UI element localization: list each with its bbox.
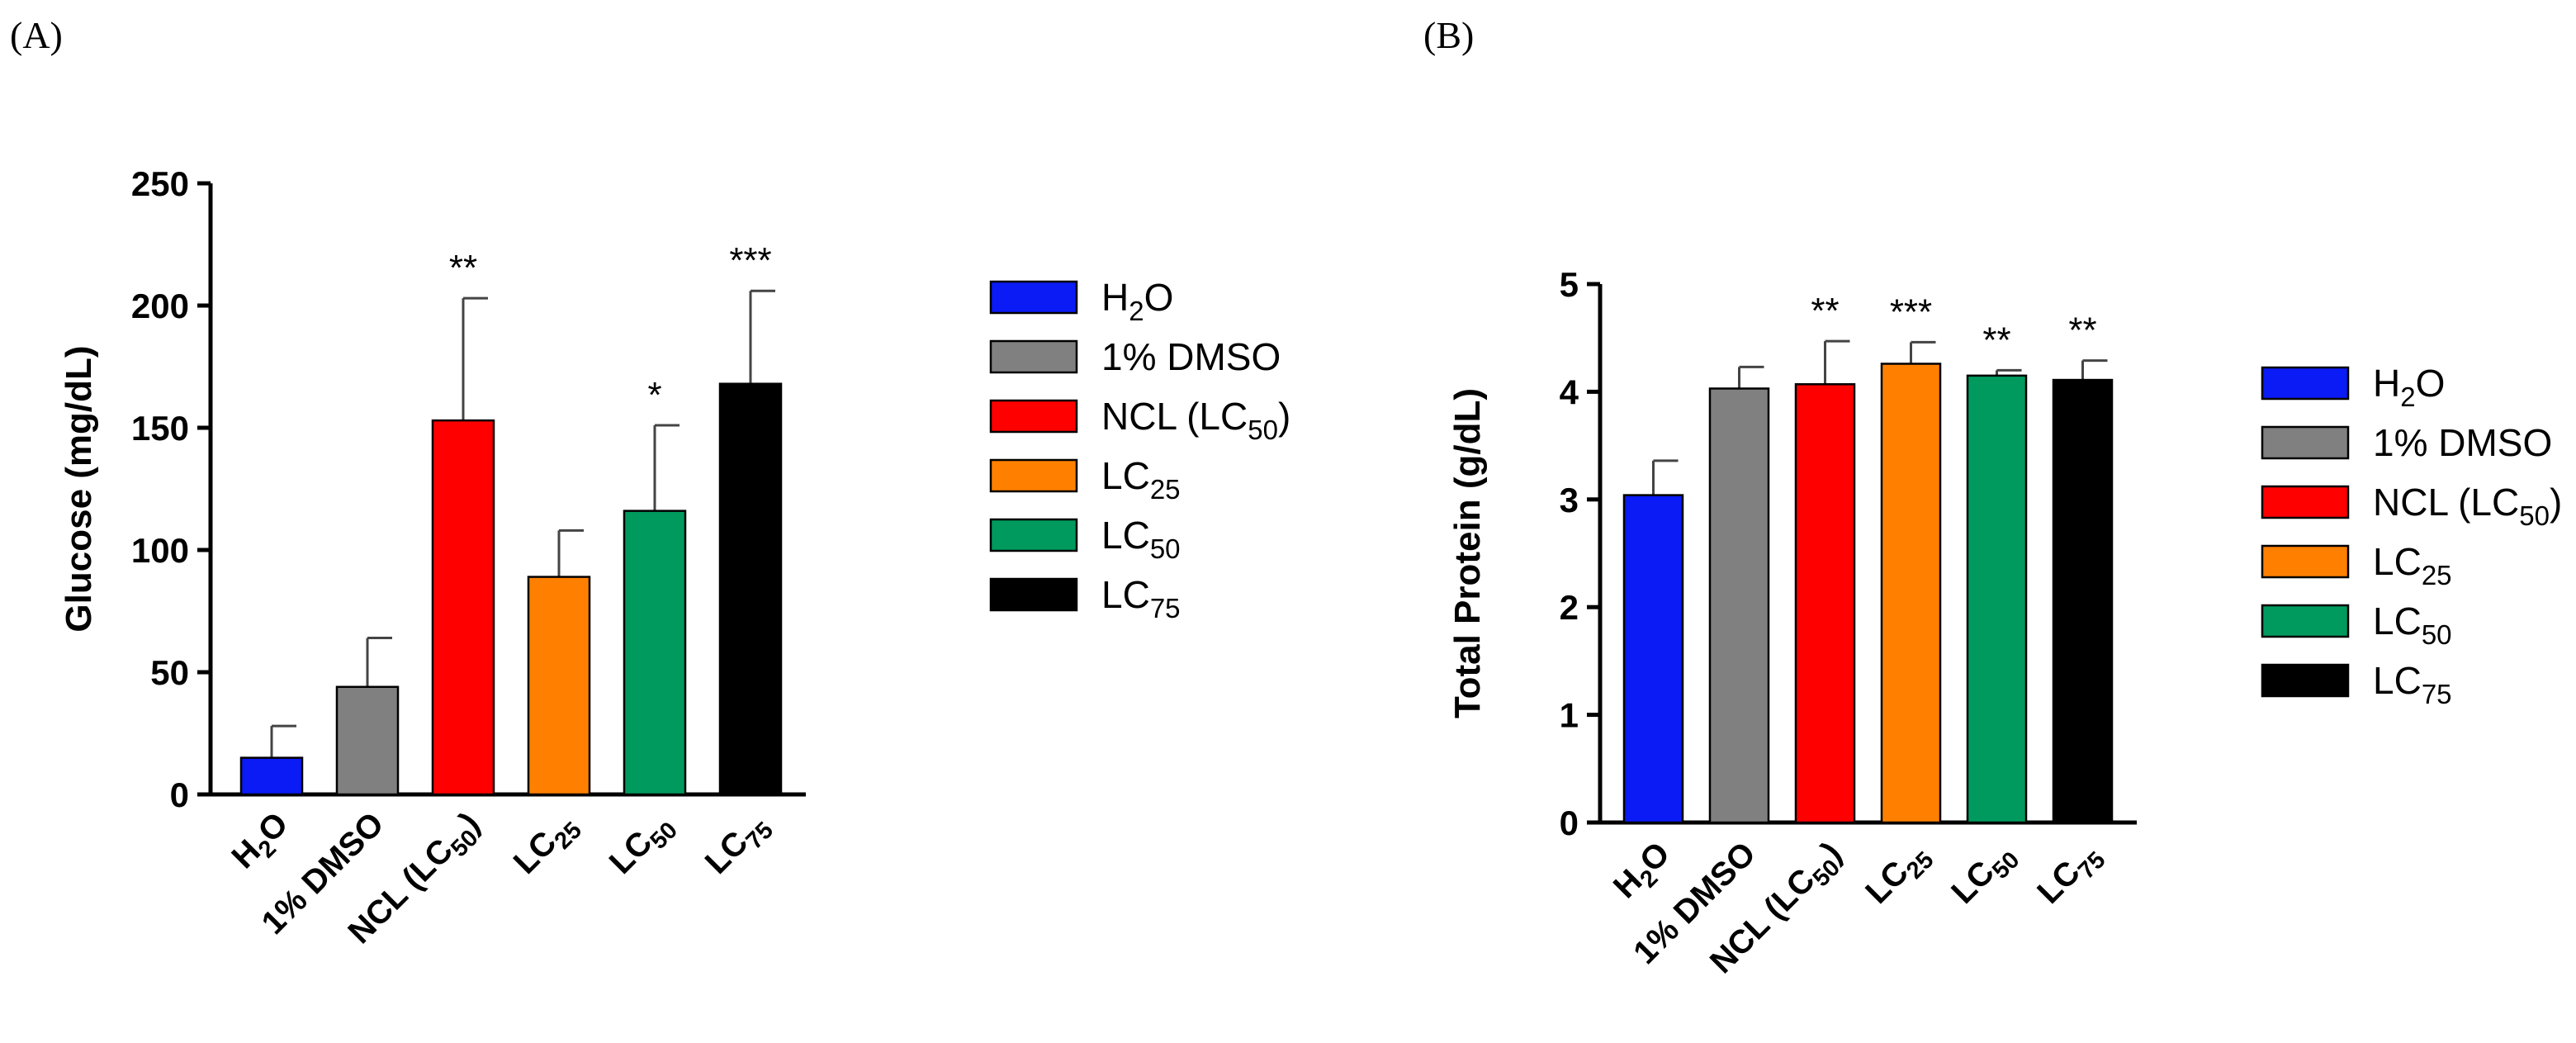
legend-swatch [2261, 604, 2350, 638]
y-tick-label: 200 [131, 287, 189, 325]
bar [718, 382, 783, 796]
legend-swatch [2261, 366, 2350, 401]
x-tick-label: H2O [225, 805, 300, 880]
bar [2052, 378, 2114, 824]
legend-label: NCL (LC50) [2373, 481, 2562, 531]
bar [1880, 363, 1942, 824]
x-tick-label: LC25 [1859, 835, 1939, 915]
y-tick-label: 2 [1560, 588, 1579, 627]
y-tick-label: 4 [1560, 372, 1579, 411]
legend-label: H2O [1101, 276, 1173, 326]
legend-label: LC25 [1101, 454, 1181, 505]
y-axis-title: Total Protein (g/dL) [1447, 388, 1488, 718]
y-axis-title: Glucose (mg/dL) [59, 345, 99, 632]
chart-glucose: 0 50 100 150 200 250 Glucose (mg/dL) H2O 1% DMSO… [59, 164, 1290, 951]
x-tick-label: LC75 [2030, 835, 2110, 915]
significance-label: * [647, 375, 661, 415]
legend-label: LC25 [2373, 540, 2452, 590]
bar [1708, 387, 1770, 824]
bar [623, 510, 687, 796]
legend-swatch [2261, 544, 2350, 579]
legend-label: H2O [2373, 362, 2445, 412]
y-tick-label: 3 [1560, 481, 1579, 519]
legend-label: LC75 [1101, 573, 1181, 623]
legend-label: LC50 [2373, 600, 2452, 650]
bar [431, 419, 495, 796]
legend-swatch [989, 339, 1078, 374]
legend-swatch [2261, 485, 2350, 519]
legend-label: 1% DMSO [2373, 421, 2552, 464]
legend-swatch [2261, 663, 2350, 698]
significance-label: ** [449, 248, 477, 288]
x-tick-label: LC25 [507, 805, 587, 885]
y-tick-label: 5 [1560, 265, 1579, 304]
significance-label: ** [1982, 320, 2010, 360]
y-tick-label: 250 [131, 164, 189, 203]
legend-swatch [989, 458, 1078, 493]
significance-label: *** [1890, 292, 1932, 332]
significance-label: ** [1811, 291, 1839, 331]
bar [1966, 374, 2028, 824]
legend-label: 1% DMSO [1101, 335, 1281, 378]
legend-swatch [989, 399, 1078, 434]
y-tick-label: 150 [131, 409, 189, 448]
x-tick-label: LC50 [603, 805, 683, 885]
legend-swatch [989, 577, 1078, 612]
bar [1794, 383, 1856, 824]
bar [239, 756, 304, 796]
y-tick-label: 1 [1560, 696, 1579, 735]
chart-total-protein: 0 1 2 3 4 5 Total Protein (g/dL) H2O 1% DMSO ** NC… [1447, 265, 2562, 980]
x-tick-label: H2O [1607, 835, 1682, 910]
x-tick-label: LC50 [1944, 835, 2024, 915]
significance-label: ** [2068, 311, 2096, 351]
x-tick-label: LC75 [698, 805, 779, 885]
legend-swatch [2261, 425, 2350, 460]
legend-label: LC75 [2373, 659, 2452, 709]
panel-label-a: (A) [10, 14, 63, 56]
panel-label-b: (B) [1423, 14, 1474, 56]
bar [335, 685, 400, 796]
bar [1622, 494, 1684, 824]
y-tick-label: 100 [131, 531, 189, 570]
legend-label: LC50 [1101, 514, 1181, 564]
legend-swatch [989, 518, 1078, 552]
bar [527, 576, 591, 796]
y-tick-label: 0 [170, 775, 189, 814]
y-tick-label: 0 [1560, 804, 1579, 842]
y-tick-label: 50 [150, 653, 189, 692]
legend-swatch [989, 280, 1078, 315]
legend-label: NCL (LC50) [1101, 395, 1290, 445]
significance-label: *** [729, 240, 771, 281]
